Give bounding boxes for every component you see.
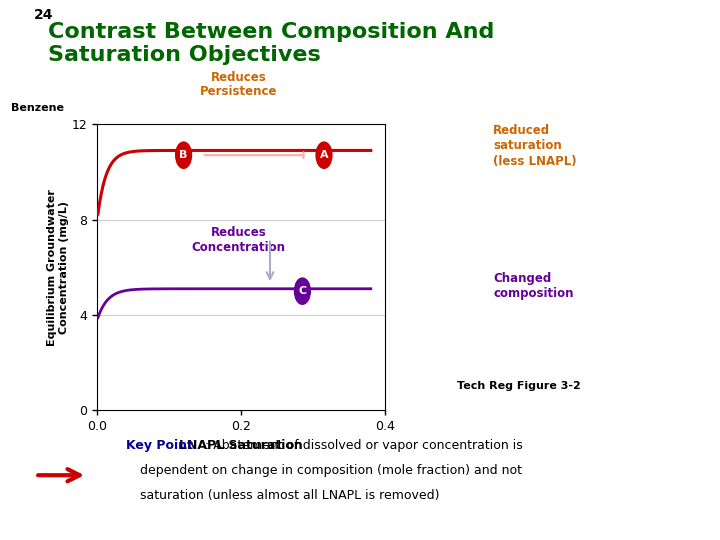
Ellipse shape [316, 142, 332, 168]
Y-axis label: Equilibrium Groundwater
Concentration (mg/L): Equilibrium Groundwater Concentration (m… [48, 189, 69, 346]
Text: saturation (unless almost all LNAPL is removed): saturation (unless almost all LNAPL is r… [140, 489, 440, 502]
Text: 24: 24 [35, 8, 54, 22]
Text: Contrast Between Composition And
Saturation Objectives: Contrast Between Composition And Saturat… [48, 22, 495, 65]
Text: Saturation vs Composition: Saturation vs Composition [9, 284, 18, 418]
Text: Tech Reg Figure 3-2: Tech Reg Figure 3-2 [457, 381, 581, 391]
Text: C: C [298, 286, 307, 296]
Text: Reduced
saturation
(less LNAPL): Reduced saturation (less LNAPL) [493, 124, 577, 168]
Ellipse shape [176, 142, 192, 168]
Text: B: B [179, 150, 188, 160]
Text: Reduces
Persistence: Reduces Persistence [199, 71, 277, 98]
X-axis label: LNAPL Saturation: LNAPL Saturation [179, 438, 303, 451]
Text: A: A [320, 150, 328, 160]
Text: Key Point: Key Point [126, 439, 193, 452]
Text: Reduces
Concentration: Reduces Concentration [192, 226, 285, 254]
Ellipse shape [294, 278, 310, 304]
Text: : Abatement of dissolved or vapor concentration is: : Abatement of dissolved or vapor concen… [205, 439, 523, 452]
Text: Benzene: Benzene [11, 103, 64, 113]
Text: Changed
composition: Changed composition [493, 272, 574, 300]
Text: dependent on change in composition (mole fraction) and not: dependent on change in composition (mole… [140, 464, 523, 477]
